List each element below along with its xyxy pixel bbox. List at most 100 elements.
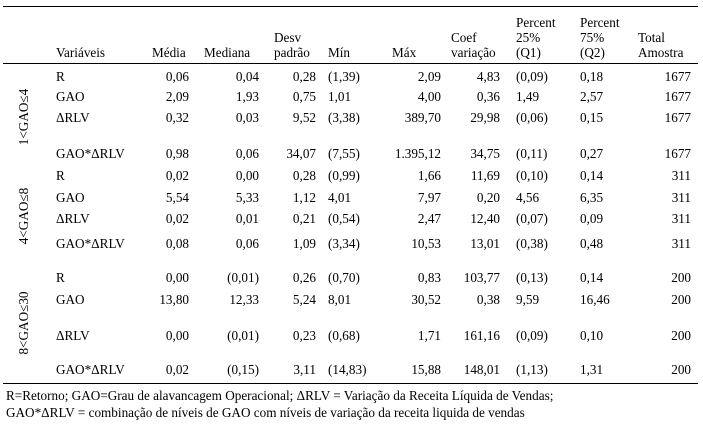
table-cell: 34,75 [470,146,500,161]
column-header-line: Percent [580,15,620,30]
table-cell: 0,20 [476,190,500,205]
table-cell: (0,01) [227,270,259,285]
table-cell: 0,28 [292,69,316,84]
table-cell: 0,18 [580,69,604,84]
table-cell: (0,13) [516,270,548,285]
table-cell: (7,55) [328,146,360,161]
table-cell: 0,00 [165,270,189,285]
group-label-text: 4<GAO≤8 [16,187,31,245]
table-cell: 0,98 [165,146,189,161]
table-cell: 10,53 [411,236,441,251]
table-cell: 2,09 [417,69,441,84]
table-cell: 1,31 [580,362,604,377]
table-cell: 0,10 [580,328,604,343]
table-cell: 148,01 [463,362,500,377]
group-label: 1<GAO≤4 [0,63,48,170]
table-cell: 1,71 [417,328,441,343]
footnote-line-1: R=Retorno; GAO=Grau de alavancagem Opera… [6,388,554,403]
column-header-line: 75% [580,30,605,45]
table-cell: 0,06 [235,236,259,251]
table-cell: 2,09 [165,89,189,104]
table-cell: (14,83) [328,362,367,377]
table-cell: (1,13) [516,362,548,377]
table-cell: (3,38) [328,110,360,125]
table-cell: 6,35 [580,190,604,205]
row-variable-label: R [56,69,65,84]
table-cell: 0,02 [165,168,189,183]
column-header-line: Percent [516,15,556,30]
column-header-line: 25% [516,30,541,45]
table-cell: 0,27 [580,146,604,161]
table-cell: 0,32 [165,110,189,125]
column-header-line: Mín [328,45,350,60]
table-cell: 29,98 [470,110,500,125]
table-cell: 0,48 [580,236,604,251]
table-cell: 0,28 [292,168,316,183]
table-cell: 1677 [664,110,691,125]
table-cell: 200 [671,328,691,343]
table-cell: 5,24 [292,292,316,307]
table-cell: 311 [671,190,691,205]
table-cell: 4,56 [516,190,540,205]
table-cell: 5,33 [235,190,259,205]
column-header: Percent 25% (Q1) [516,15,556,60]
table-cell: 0,15 [580,110,604,125]
table-cell: 311 [671,236,691,251]
column-header-line: Amostra [638,45,684,60]
table-cell: 12,40 [470,211,500,226]
column-header-line: Média [152,45,186,60]
row-variable-label: GAO*ΔRLV [56,146,125,161]
table-cell: 1677 [664,69,691,84]
table-cell: (1,39) [328,69,360,84]
row-variable-label: GAO [56,190,85,205]
table-cell: 5,54 [165,190,189,205]
table-cell: (0,09) [516,69,548,84]
table-cell: 16,46 [580,292,610,307]
table-cell: 1,01 [328,89,352,104]
group-label-text: 8<GAO≤30 [16,290,31,355]
table-rule-1 [3,6,698,7]
table-cell: 0,23 [292,328,316,343]
table-cell: 311 [671,211,691,226]
table-cell: 1,49 [516,89,540,104]
row-variable-label: R [56,270,65,285]
row-variable-label: ΔRLV [56,110,90,125]
column-header: Média [152,45,186,60]
footnote-line-2: GAO*ΔRLV = combinação de níveis de GAO c… [6,405,525,420]
table-cell: 0,08 [165,236,189,251]
row-variable-label: GAO*ΔRLV [56,236,125,251]
table-rule-2 [3,63,698,64]
table-cell: 103,77 [463,270,500,285]
group-label-text: 1<GAO≤4 [16,88,31,145]
table-cell: (0,09) [516,328,548,343]
table-cell: 200 [671,270,691,285]
table-cell: 15,88 [411,362,441,377]
table-cell: 1,66 [417,168,441,183]
table-cell: 4,00 [417,89,441,104]
table-cell: (0,15) [227,362,259,377]
column-header: Máx [392,45,416,60]
table-cell: (0,11) [516,146,548,161]
table-cell: 200 [671,292,691,307]
table-cell: (0,07) [516,211,548,226]
table-cell: 0,00 [235,168,259,183]
table-cell: (0,68) [328,328,360,343]
column-header: Mediana [204,45,250,60]
table-cell: 0,21 [292,211,316,226]
column-header-line: Total [638,30,665,45]
table-cell: 9,52 [292,110,316,125]
column-header-line: Mediana [204,45,251,60]
table-cell: 0,38 [476,292,500,307]
table-cell: 0,14 [580,270,604,285]
table-cell: 0,03 [235,110,259,125]
column-header: Mín [328,45,350,60]
table-cell: 0,00 [165,328,189,343]
table-cell: 0,06 [235,146,259,161]
table-cell: 1677 [664,89,691,104]
table-rule-3 [3,383,698,384]
table-cell: 30,52 [411,292,441,307]
table-cell: (0,99) [328,168,360,183]
table-cell: 0,09 [580,211,604,226]
table-cell: 7,97 [417,190,441,205]
row-variable-label: GAO [56,89,85,104]
